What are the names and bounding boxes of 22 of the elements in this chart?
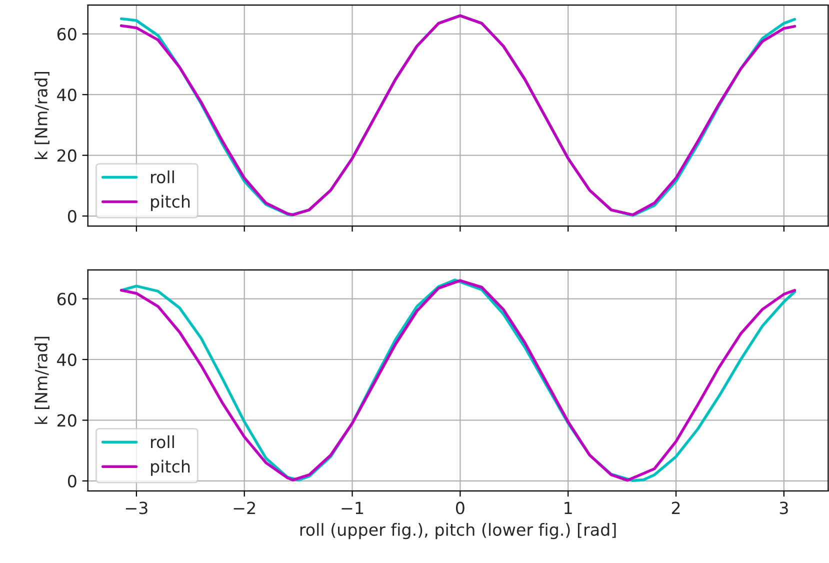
y-tick-label: 20 — [57, 149, 76, 162]
y-tick-label: 20 — [57, 414, 76, 427]
x-tick-label: −2 — [234, 502, 255, 514]
y-tick-label: 0 — [68, 474, 76, 488]
y-tick-label: 60 — [57, 28, 76, 40]
y-axis-title: k [Nm/rad] — [34, 72, 50, 159]
legend-label: roll — [151, 170, 174, 184]
legend-label: pitch — [151, 460, 190, 476]
y-tick-label: 0 — [68, 210, 76, 223]
x-tick-label: 2 — [672, 502, 680, 514]
y-axis-title: k [Nm/rad] — [34, 336, 50, 424]
x-axis-title: roll (upper fig.), pitch (lower fig.) [rad] — [300, 523, 616, 540]
legend-label: pitch — [151, 194, 190, 212]
x-tick-label: −3 — [126, 502, 148, 514]
x-tick-label: −1 — [342, 502, 364, 514]
legend-label: roll — [151, 435, 174, 448]
x-tick-label: 0 — [456, 502, 464, 514]
y-tick-label: 40 — [57, 353, 76, 366]
x-tick-label: 3 — [780, 502, 788, 514]
y-tick-label: 40 — [57, 88, 76, 102]
y-tick-label: 60 — [57, 292, 76, 306]
x-tick-label: 1 — [564, 502, 572, 514]
